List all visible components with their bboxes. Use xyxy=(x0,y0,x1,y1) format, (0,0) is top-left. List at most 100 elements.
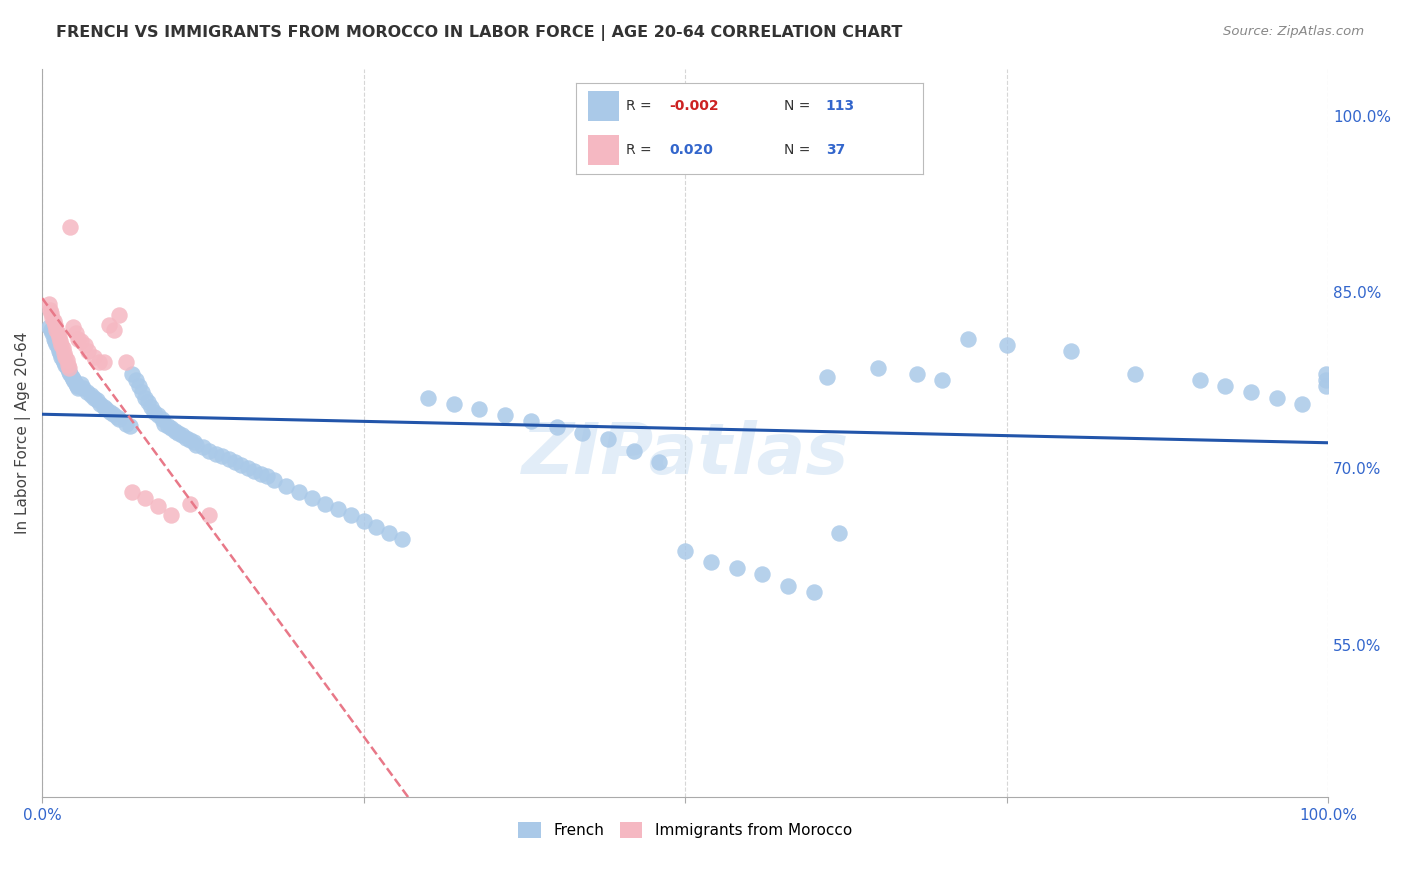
Point xyxy=(353,514,375,528)
Point xyxy=(55,360,77,375)
Point xyxy=(1188,373,1211,387)
Point xyxy=(167,425,190,440)
Point xyxy=(236,461,259,475)
Point xyxy=(136,395,159,409)
Point xyxy=(339,508,361,523)
Text: ZIPatlas: ZIPatlas xyxy=(522,420,849,490)
Point xyxy=(957,332,980,346)
Point xyxy=(52,353,75,368)
Point xyxy=(249,467,271,482)
Point xyxy=(45,322,67,336)
Point xyxy=(105,409,128,424)
Point xyxy=(41,310,63,325)
Point xyxy=(815,369,838,384)
Point xyxy=(42,314,65,328)
Point xyxy=(163,424,186,438)
Point xyxy=(44,334,66,349)
Point xyxy=(62,320,84,334)
Point xyxy=(58,361,80,376)
Point xyxy=(520,414,543,428)
Text: FRENCH VS IMMIGRANTS FROM MOROCCO IN LABOR FORCE | AGE 20-64 CORRELATION CHART: FRENCH VS IMMIGRANTS FROM MOROCCO IN LAB… xyxy=(56,25,903,41)
Point xyxy=(125,373,148,387)
Point xyxy=(256,469,278,483)
Point xyxy=(52,342,75,356)
Point xyxy=(128,379,150,393)
Point xyxy=(725,561,748,575)
Point xyxy=(673,543,696,558)
Point xyxy=(48,343,70,358)
Point xyxy=(93,355,115,369)
Point xyxy=(69,376,91,391)
Point xyxy=(995,338,1018,352)
Point xyxy=(77,343,100,358)
Point xyxy=(103,322,125,336)
Point xyxy=(366,520,388,534)
Point xyxy=(118,418,141,433)
Point xyxy=(157,418,180,433)
Point xyxy=(72,381,94,395)
Point xyxy=(60,369,83,384)
Point xyxy=(751,567,773,582)
Point xyxy=(89,396,111,410)
Point xyxy=(571,425,593,440)
Point xyxy=(828,525,851,540)
Point xyxy=(53,350,76,364)
Point xyxy=(65,326,87,340)
Point xyxy=(67,381,90,395)
Point xyxy=(143,405,166,419)
Point xyxy=(93,400,115,414)
Point xyxy=(1265,391,1288,405)
Point xyxy=(905,368,928,382)
Point xyxy=(56,362,79,376)
Point xyxy=(44,318,66,332)
Point xyxy=(98,405,121,419)
Point xyxy=(42,332,65,346)
Point xyxy=(211,450,233,464)
Point xyxy=(391,532,413,546)
Point xyxy=(150,412,173,426)
Point xyxy=(494,409,516,423)
Point xyxy=(468,402,491,417)
Point xyxy=(38,296,60,310)
Point xyxy=(276,479,298,493)
Point xyxy=(183,435,205,450)
Point xyxy=(49,334,72,349)
Point xyxy=(159,421,181,435)
Point xyxy=(288,484,311,499)
Point xyxy=(56,358,79,372)
Point xyxy=(86,393,108,408)
Point xyxy=(121,484,143,499)
Point xyxy=(172,428,194,442)
Point xyxy=(623,443,645,458)
Point xyxy=(51,338,73,352)
Point xyxy=(314,496,336,510)
Point xyxy=(1060,343,1083,358)
Legend: French, Immigrants from Morocco: French, Immigrants from Morocco xyxy=(512,816,858,845)
Point xyxy=(243,464,266,478)
Point xyxy=(141,400,163,414)
Point xyxy=(48,329,70,343)
Point xyxy=(134,391,156,405)
Point xyxy=(700,555,723,569)
Point xyxy=(46,340,69,354)
Point xyxy=(218,451,240,466)
Point xyxy=(38,302,60,317)
Point xyxy=(131,384,153,399)
Point xyxy=(416,391,439,405)
Point xyxy=(186,438,208,452)
Point xyxy=(179,496,201,510)
Text: Source: ZipAtlas.com: Source: ZipAtlas.com xyxy=(1223,25,1364,38)
Point xyxy=(224,455,246,469)
Point xyxy=(96,402,118,417)
Point xyxy=(776,579,799,593)
Point xyxy=(443,396,465,410)
Point xyxy=(596,432,619,446)
Point xyxy=(49,346,72,360)
Point xyxy=(153,417,176,431)
Point xyxy=(101,407,124,421)
Point xyxy=(62,372,84,386)
Point xyxy=(76,384,98,399)
Point xyxy=(198,508,221,523)
Point xyxy=(46,326,69,340)
Point xyxy=(41,326,63,340)
